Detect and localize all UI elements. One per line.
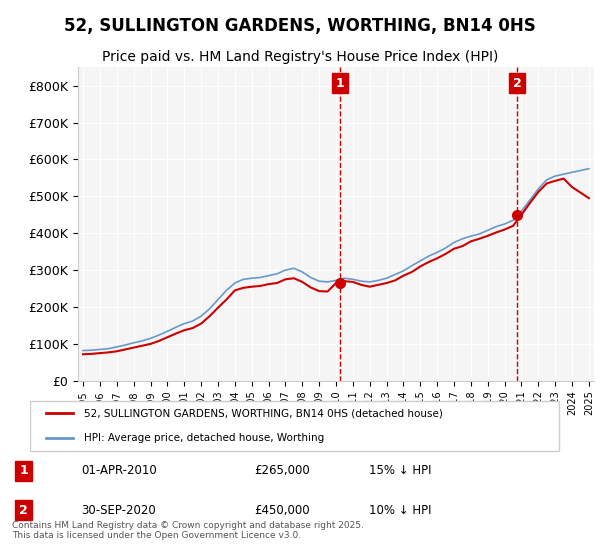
Text: Price paid vs. HM Land Registry's House Price Index (HPI): Price paid vs. HM Land Registry's House …: [102, 50, 498, 64]
FancyBboxPatch shape: [30, 401, 559, 451]
Text: 10% ↓ HPI: 10% ↓ HPI: [369, 503, 431, 516]
Text: Contains HM Land Registry data © Crown copyright and database right 2025.
This d: Contains HM Land Registry data © Crown c…: [12, 521, 364, 540]
Text: 52, SULLINGTON GARDENS, WORTHING, BN14 0HS (detached house): 52, SULLINGTON GARDENS, WORTHING, BN14 0…: [84, 408, 443, 418]
Text: 2: 2: [19, 503, 28, 516]
Text: 1: 1: [336, 77, 344, 90]
Text: £265,000: £265,000: [254, 464, 310, 477]
Text: 1: 1: [19, 464, 28, 477]
Text: HPI: Average price, detached house, Worthing: HPI: Average price, detached house, Wort…: [84, 433, 324, 443]
Text: 01-APR-2010: 01-APR-2010: [81, 464, 157, 477]
Text: 30-SEP-2020: 30-SEP-2020: [81, 503, 156, 516]
Text: 52, SULLINGTON GARDENS, WORTHING, BN14 0HS: 52, SULLINGTON GARDENS, WORTHING, BN14 0…: [64, 17, 536, 35]
Text: 15% ↓ HPI: 15% ↓ HPI: [369, 464, 431, 477]
Text: £450,000: £450,000: [254, 503, 310, 516]
Text: 2: 2: [513, 77, 521, 90]
